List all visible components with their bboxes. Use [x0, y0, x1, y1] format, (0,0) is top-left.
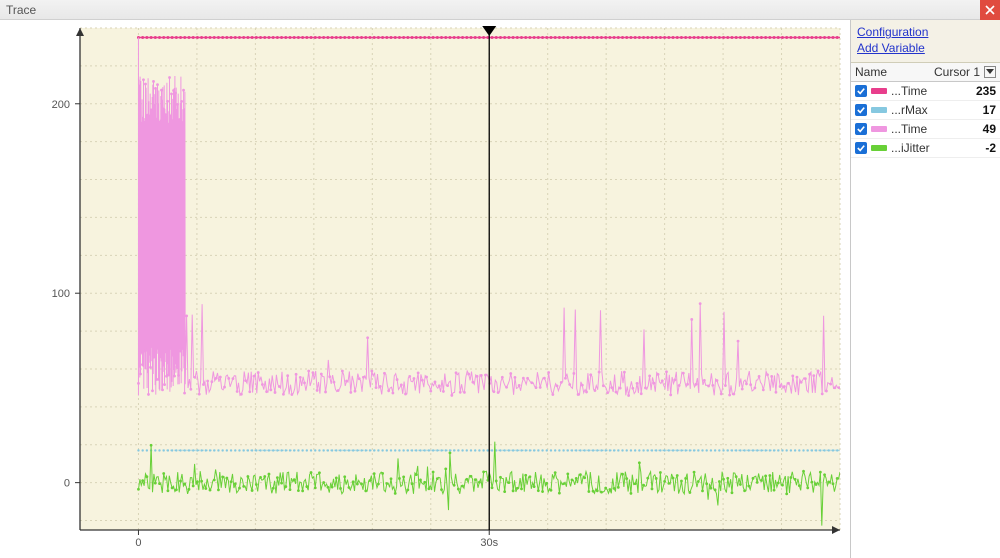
series-checkbox[interactable] [855, 142, 867, 154]
series-label: ...rMax [891, 103, 966, 117]
series-swatch [871, 107, 887, 113]
svg-text:200: 200 [52, 99, 70, 111]
series-label: ...Time [891, 84, 966, 98]
legend-row[interactable]: ...Time49 [851, 120, 1000, 139]
series-label: ...Time [891, 122, 966, 136]
series-value: 17 [966, 103, 996, 117]
legend-header-cursor: Cursor 1 [934, 65, 982, 79]
close-button[interactable] [980, 0, 1000, 20]
series-label: ...iJitter [891, 141, 966, 155]
svg-text:0: 0 [135, 537, 141, 549]
legend-row[interactable]: ...rMax17 [851, 101, 1000, 120]
series-checkbox[interactable] [855, 123, 867, 135]
series-checkbox[interactable] [855, 104, 867, 116]
window-title: Trace [6, 3, 36, 17]
series-swatch [871, 126, 887, 132]
series-checkbox[interactable] [855, 85, 867, 97]
legend: Name Cursor 1 ...Time235...rMax17...Time… [851, 63, 1000, 158]
check-icon [857, 144, 865, 152]
chevron-down-icon [986, 69, 994, 75]
add-variable-link[interactable]: Add Variable [857, 40, 994, 56]
side-links: Configuration Add Variable [851, 20, 1000, 63]
trace-window: Trace 0 100 200 0 30s Configuration Add Vari… [0, 0, 1000, 558]
svg-text:0: 0 [64, 478, 70, 490]
series-swatch [871, 145, 887, 151]
trace-chart: 0 100 200 0 30s [0, 20, 850, 558]
series-value: 235 [966, 84, 996, 98]
series-value: 49 [966, 122, 996, 136]
titlebar: Trace [0, 0, 1000, 20]
window-body: 0 100 200 0 30s Configuration Add Variable N… [0, 20, 1000, 558]
series-value: -2 [966, 141, 996, 155]
svg-text:100: 100 [52, 288, 70, 300]
chart-area[interactable]: 0 100 200 0 30s [0, 20, 850, 558]
close-icon [985, 5, 995, 15]
legend-row[interactable]: ...Time235 [851, 82, 1000, 101]
side-panel: Configuration Add Variable Name Cursor 1… [850, 20, 1000, 558]
legend-header-name: Name [855, 65, 934, 79]
configuration-link[interactable]: Configuration [857, 24, 994, 40]
legend-header: Name Cursor 1 [851, 63, 1000, 82]
check-icon [857, 106, 865, 114]
check-icon [857, 125, 865, 133]
series-swatch [871, 88, 887, 94]
check-icon [857, 87, 865, 95]
cursor-dropdown[interactable] [984, 66, 996, 78]
svg-text:30s: 30s [480, 537, 498, 549]
legend-row[interactable]: ...iJitter-2 [851, 139, 1000, 158]
